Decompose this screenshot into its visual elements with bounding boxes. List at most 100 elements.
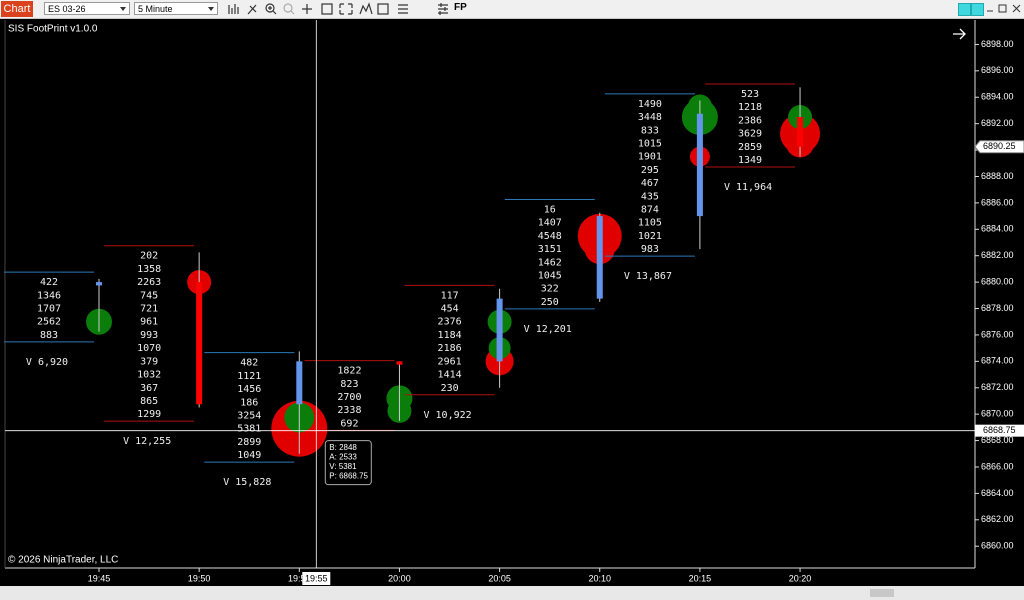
- scrollbar-thumb[interactable]: [870, 589, 894, 597]
- ladder-volume: 2376: [438, 317, 462, 328]
- candle-body: [596, 216, 603, 299]
- list-icon[interactable]: [398, 4, 408, 14]
- bar-volume: V 6,920: [26, 357, 68, 368]
- ladder-volume: 1349: [738, 155, 762, 166]
- scroll-to-end[interactable]: [953, 28, 966, 40]
- bar-volume: V 15,828: [223, 477, 271, 488]
- y-tick-label: 6868.00: [981, 435, 1014, 445]
- ladder-volume: 523: [741, 89, 759, 100]
- y-tick-label: 6894.00: [981, 92, 1014, 102]
- ladder-volume: 3151: [538, 244, 562, 255]
- ladder-volume: 833: [641, 125, 659, 136]
- scrollbar[interactable]: [0, 586, 1024, 600]
- ladder-volume: 250: [541, 297, 559, 308]
- ladder-volume: 2859: [738, 142, 762, 153]
- crosshair-price-label: 6868.75: [983, 425, 1016, 435]
- ladder-volume: 1218: [738, 102, 762, 113]
- ladder-volume: 993: [140, 330, 158, 341]
- ladder-volume: 1358: [137, 264, 161, 275]
- chart-background: [0, 19, 1024, 600]
- close-button[interactable]: [1012, 4, 1021, 13]
- draw-icon[interactable]: [247, 4, 257, 15]
- tooltip-line: A: 2533: [329, 452, 357, 461]
- zoom-out-icon[interactable]: [283, 3, 293, 13]
- window-buttons: [987, 4, 1021, 13]
- bar-volume: V 12,201: [524, 324, 572, 335]
- ladder-volume: 692: [340, 418, 358, 429]
- ladder-volume: 1822: [337, 366, 361, 377]
- zoom-in-icon[interactable]: [265, 3, 275, 13]
- instrument-select[interactable]: ES 03-26: [44, 2, 130, 15]
- ladder-volume: 2186: [438, 343, 462, 354]
- crosshair-time-box: [302, 572, 331, 585]
- ladder-volume: 2338: [337, 405, 361, 416]
- ladder-volume: 1462: [538, 257, 562, 268]
- ladder-volume: 4548: [538, 231, 562, 242]
- crosshair-time-label: 19:55: [305, 573, 328, 583]
- ladder-volume: 482: [240, 358, 258, 369]
- x-tick-label: 19:55: [288, 573, 311, 583]
- ladder-volume: 865: [140, 396, 158, 407]
- ladder-volume: 5381: [237, 424, 261, 435]
- ladder-volume: 295: [641, 165, 659, 176]
- y-tick-label: 6896.00: [981, 65, 1014, 75]
- bar-volume: V 11,964: [724, 182, 772, 193]
- ladder-volume: 1045: [538, 271, 562, 282]
- properties-icon[interactable]: [321, 3, 333, 15]
- ladder-volume: 2386: [738, 115, 762, 126]
- candle-body: [296, 361, 303, 405]
- copyright: © 2026 NinjaTrader, LLC: [8, 555, 118, 566]
- candle-body: [196, 282, 203, 405]
- ladder-volume: 745: [140, 290, 158, 301]
- y-tick-label: 6878.00: [981, 303, 1014, 313]
- y-tick-label: 6898.00: [981, 39, 1014, 49]
- strategy-icon[interactable]: [359, 2, 373, 15]
- ladder-volume: 1901: [638, 152, 662, 163]
- chart-button[interactable]: Chart: [1, 1, 33, 17]
- data-box-icon[interactable]: [377, 3, 389, 15]
- ladder-volume: 117: [441, 290, 459, 301]
- y-tick-label: 6884.00: [981, 224, 1014, 234]
- maximize-button[interactable]: [998, 4, 1007, 13]
- y-tick-label: 6888.00: [981, 171, 1014, 181]
- ladder-volume: 186: [240, 397, 258, 408]
- ladder-volume: 1105: [638, 218, 662, 229]
- x-tick-label: 20:00: [388, 573, 411, 583]
- ladder-volume: 1070: [137, 343, 161, 354]
- ladder-volume: 379: [140, 356, 158, 367]
- ladder-volume: 1346: [37, 290, 61, 301]
- ladder-volume: 883: [40, 330, 58, 341]
- ladder-volume: 983: [641, 244, 659, 255]
- ladder-volume: 1015: [638, 138, 662, 149]
- ladder-volume: 1407: [538, 218, 562, 229]
- ladder-volume: 3448: [638, 112, 662, 123]
- ladder-volume: 2263: [137, 277, 161, 288]
- tooltip-line: P: 6868.75: [329, 472, 368, 481]
- ladder-volume: 721: [140, 304, 158, 315]
- indicator-icon[interactable]: [438, 3, 448, 15]
- ladder-volume: 1490: [638, 99, 662, 110]
- ladder-volume: 1032: [137, 370, 161, 381]
- bar-volume: V 10,922: [424, 410, 472, 421]
- tooltip-line: B: 2848: [329, 443, 357, 452]
- x-tick-label: 20:05: [488, 573, 511, 583]
- indicator-label[interactable]: FP: [454, 2, 467, 13]
- tile-icon[interactable]: [971, 3, 984, 16]
- ladder-volume: 435: [641, 191, 659, 202]
- interval-select[interactable]: 5 Minute: [134, 2, 218, 15]
- tool-icons: [228, 2, 448, 15]
- tile-icon[interactable]: [958, 3, 971, 16]
- ladder-volume: 322: [541, 284, 559, 295]
- y-tick-label: 6872.00: [981, 382, 1014, 392]
- y-tick-label: 6862.00: [981, 514, 1014, 524]
- ladder-volume: 16: [544, 204, 556, 215]
- crosshair-icon[interactable]: [302, 4, 312, 14]
- x-tick-label: 20:15: [689, 573, 712, 583]
- last-price-label: 6890.25: [983, 141, 1016, 151]
- bars-icon[interactable]: [228, 4, 239, 14]
- ladder-volume: 3629: [738, 129, 762, 140]
- tooltip-box: [324, 440, 372, 486]
- ladder-volume: 3254: [237, 410, 261, 421]
- candle-body: [797, 117, 804, 147]
- fit-icon[interactable]: [339, 3, 353, 15]
